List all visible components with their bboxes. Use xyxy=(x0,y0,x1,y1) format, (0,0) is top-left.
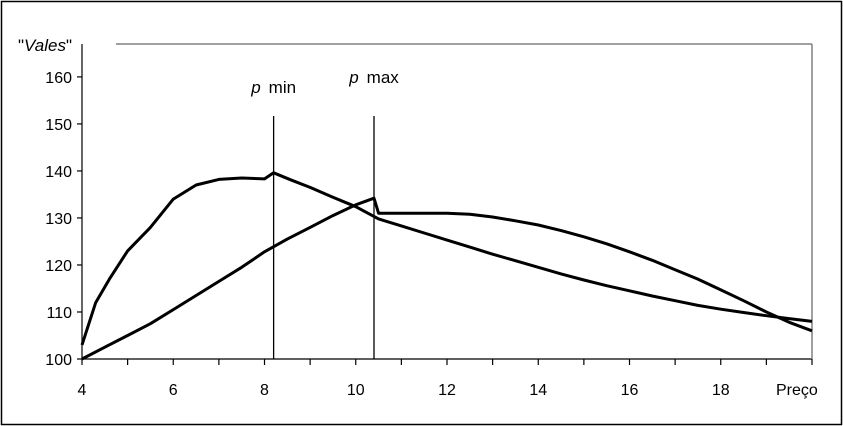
x-tick-label: 8 xyxy=(260,382,269,399)
x-tick-label: 18 xyxy=(712,382,730,399)
y-tick-label: 110 xyxy=(46,305,72,322)
marker-label-min: p min xyxy=(250,78,296,97)
y-tick-label: 100 xyxy=(45,352,72,369)
y-tick-label: 150 xyxy=(45,117,72,134)
series xyxy=(80,171,813,361)
marker-label-italic: p xyxy=(348,68,358,87)
series-line-2 xyxy=(81,196,813,361)
y-tick-label: 160 xyxy=(45,70,72,87)
marker-label-rest: max xyxy=(367,68,400,87)
x-tick-label: 14 xyxy=(529,382,547,399)
y-tick-label: 140 xyxy=(45,164,72,181)
y-tick-label: 130 xyxy=(45,211,72,228)
ticks: 100 110 120 130 140 150 160 4 6 8 10 12 14 16 18 xyxy=(45,70,813,399)
y-tick-label: 120 xyxy=(45,258,72,275)
marker-label-italic: p xyxy=(250,78,260,97)
y-axis-label: "Vales" xyxy=(18,36,72,55)
plot-frame xyxy=(81,43,813,360)
y-axis-label-text: Vales xyxy=(24,36,66,55)
x-tick-label: 10 xyxy=(347,382,365,399)
markers xyxy=(272,116,375,359)
x-tick-label: 6 xyxy=(169,382,178,399)
x-axis-label: Preço xyxy=(776,382,818,399)
x-tick-label: 4 xyxy=(78,382,87,399)
x-tick-label: 12 xyxy=(438,382,456,399)
marker-label-max: p max xyxy=(348,68,399,87)
x-tick-label: 16 xyxy=(621,382,639,399)
marker-label-rest: min xyxy=(269,78,296,97)
series-line-1 xyxy=(80,171,813,346)
